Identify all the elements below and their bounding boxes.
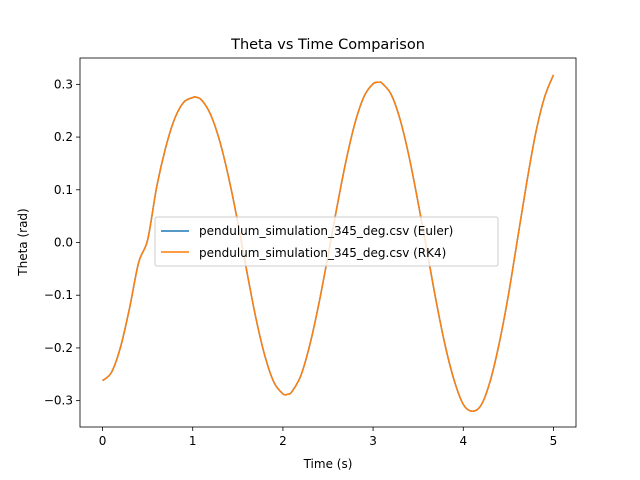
y-tick-label: 0.1 (54, 183, 73, 197)
x-axis-label: Time (s) (303, 457, 353, 471)
y-tick-label: −0.3 (44, 394, 73, 408)
legend: pendulum_simulation_345_deg.csv (Euler) … (154, 216, 499, 267)
series-line-rk4 (102, 74, 555, 412)
x-axis-ticks: 0 1 2 3 4 5 (99, 427, 558, 448)
y-tick-label: 0.0 (54, 236, 73, 250)
x-tick-label: 0 (99, 434, 107, 448)
x-tick-label: 4 (459, 434, 467, 448)
y-tick-label: −0.1 (44, 288, 73, 302)
series-lines (102, 74, 555, 412)
legend-label-rk4: pendulum_simulation_345_deg.csv (RK4) (199, 246, 446, 260)
legend-label-euler: pendulum_simulation_345_deg.csv (Euler) (199, 224, 453, 238)
x-tick-label: 3 (369, 434, 377, 448)
y-axis-ticks: −0.3 −0.2 −0.1 0.0 0.1 0.2 0.3 (44, 77, 80, 408)
y-axis-label: Theta (rad) (16, 208, 30, 276)
y-tick-label: 0.2 (54, 130, 73, 144)
x-tick-label: 2 (279, 434, 287, 448)
y-tick-label: −0.2 (44, 341, 73, 355)
legend-box (154, 216, 499, 267)
x-tick-label: 1 (189, 434, 197, 448)
chart-title: Theta vs Time Comparison (230, 37, 425, 53)
x-tick-label: 5 (550, 434, 558, 448)
y-tick-label: 0.3 (54, 77, 73, 91)
